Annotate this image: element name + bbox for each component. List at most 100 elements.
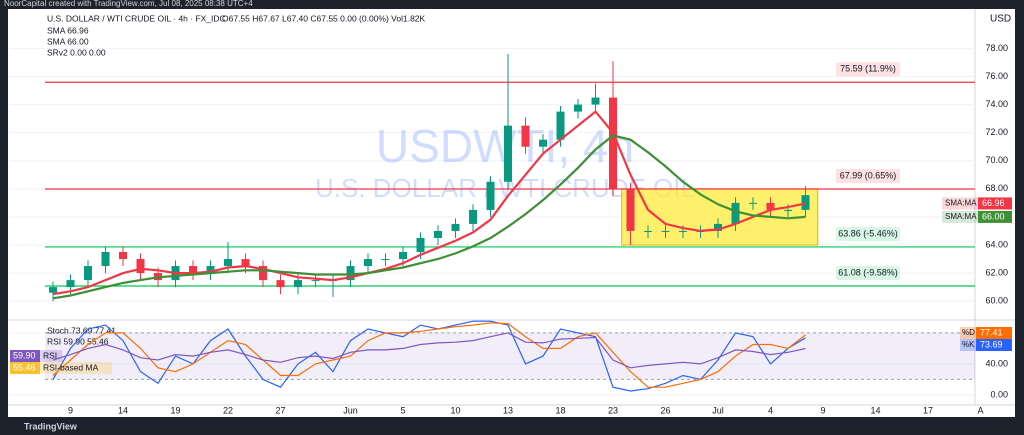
- range-box: [621, 188, 819, 246]
- y-tick-label: 64.00: [985, 239, 1008, 249]
- badge-name-bg: [960, 327, 976, 339]
- legend-entry: Stoch 73.69 77.41: [47, 325, 116, 335]
- chart-title: U.S. DOLLAR / WTI CRUDE OIL · 4h · FX_ID…: [47, 13, 226, 23]
- candle-body: [381, 259, 390, 261]
- badge-value: 66.96: [982, 198, 1005, 208]
- level-label-bg: [836, 62, 900, 77]
- candle-body: [661, 230, 670, 232]
- left-badge-name: RSI: [43, 350, 57, 360]
- badge-bg: [976, 339, 1012, 351]
- left-badge-name-bg: [40, 362, 112, 374]
- candle-body: [434, 230, 442, 238]
- level-label: 63.86 (-5.46%): [838, 228, 898, 238]
- badge-name: SMA:MA: [945, 199, 977, 208]
- left-badge-name: RSI-based MA: [43, 362, 99, 372]
- x-tick-label: 13: [503, 405, 513, 415]
- left-badge-bg: [10, 362, 40, 374]
- candle-body: [136, 259, 145, 274]
- oscillator-line: [52, 320, 806, 392]
- candle-body: [84, 266, 92, 281]
- x-tick-label: Jun: [343, 405, 358, 415]
- x-tick-label: 27: [275, 405, 285, 415]
- candle-body: [714, 223, 722, 231]
- candle-body: [679, 230, 687, 232]
- left-badge-value: 59.90: [13, 350, 36, 360]
- candle-body: [224, 259, 232, 267]
- candle-body: [784, 209, 792, 211]
- candle-body: [276, 280, 285, 288]
- candle-body: [731, 202, 740, 224]
- candle-body: [346, 266, 355, 281]
- y-tick-label: 40.00: [985, 358, 1008, 368]
- candle-body: [311, 280, 320, 282]
- badge-name-bg: [942, 197, 978, 210]
- y-tick-label: 72.00: [985, 127, 1008, 137]
- candle-body: [416, 237, 425, 253]
- candle-body: [259, 266, 267, 281]
- badge-name: %D: [962, 328, 975, 337]
- candle-body: [364, 259, 372, 267]
- footer-logo: TradingView: [24, 421, 78, 431]
- x-tick-label: 23: [608, 405, 618, 415]
- candle-body: [749, 202, 757, 204]
- band: [45, 332, 975, 380]
- candle-body: [119, 252, 127, 260]
- y-tick-label: 62.00: [985, 267, 1008, 277]
- candle-body: [539, 139, 547, 147]
- x-tick-label: Jul: [712, 405, 724, 415]
- legend-entry: RSI 59.90 55.46: [47, 336, 109, 346]
- oscillator-line: [52, 332, 806, 369]
- level-label-bg: [836, 168, 900, 183]
- y-tick-label: 76.00: [985, 71, 1008, 81]
- level-label-bg: [836, 265, 900, 280]
- x-tick-label: 9: [820, 405, 825, 415]
- x-tick-label: A: [977, 405, 983, 415]
- badge-value: 77.41: [980, 327, 1003, 337]
- left-badge-value: 55.46: [13, 362, 36, 372]
- level-label: 75.59 (11.9%): [840, 64, 896, 74]
- candle-body: [574, 104, 582, 112]
- candle-body: [294, 280, 302, 288]
- x-tick-label: 19: [170, 405, 180, 415]
- x-tick-label: 14: [118, 405, 128, 415]
- candle-body: [206, 266, 215, 274]
- candle-body: [399, 252, 407, 260]
- candle-body: [101, 252, 110, 267]
- credit: NoorCapital created with TradingView.com…: [4, 0, 253, 8]
- candle-body: [626, 188, 635, 231]
- x-tick-label: 10: [450, 405, 460, 415]
- oscillator-line: [52, 322, 806, 388]
- x-tick-label: 5: [400, 405, 405, 415]
- candle-body: [521, 125, 530, 147]
- level-label: 67.99 (0.65%): [840, 170, 897, 180]
- currency: USD: [990, 14, 1011, 25]
- y-tick-label: 60.00: [985, 296, 1008, 306]
- legend-entry: SRv2 0.00 0.00: [47, 47, 106, 57]
- candle-body: [451, 223, 460, 231]
- left-badge-name-bg: [40, 350, 63, 362]
- y-tick-label: 70.00: [985, 155, 1008, 165]
- candle-body: [766, 202, 775, 210]
- candle-body: [241, 259, 250, 267]
- y-tick-label: 0.00: [990, 389, 1008, 399]
- badge-value: 73.69: [980, 339, 1003, 349]
- ohlc: O67.55 H67.67 L67.40 C67.55 0.00 (0.00%)…: [222, 13, 426, 23]
- x-tick-label: 14: [870, 405, 880, 415]
- candle-body: [801, 195, 810, 210]
- sma-line: [52, 134, 806, 300]
- badge-name-bg: [942, 210, 978, 223]
- x-tick-label: 22: [223, 405, 233, 415]
- badge-bg: [978, 210, 1012, 223]
- candle-body: [469, 209, 477, 224]
- badge-bg: [976, 327, 1012, 339]
- candle-body: [49, 287, 57, 293]
- y-tick-label: 68.00: [985, 183, 1008, 193]
- candle-body: [504, 125, 512, 182]
- candle-body: [609, 97, 617, 189]
- badge-value: 66.00: [982, 211, 1005, 221]
- badge-bg: [978, 197, 1012, 210]
- y-tick-label: 78.00: [985, 43, 1008, 53]
- badge-name: %K: [962, 340, 975, 349]
